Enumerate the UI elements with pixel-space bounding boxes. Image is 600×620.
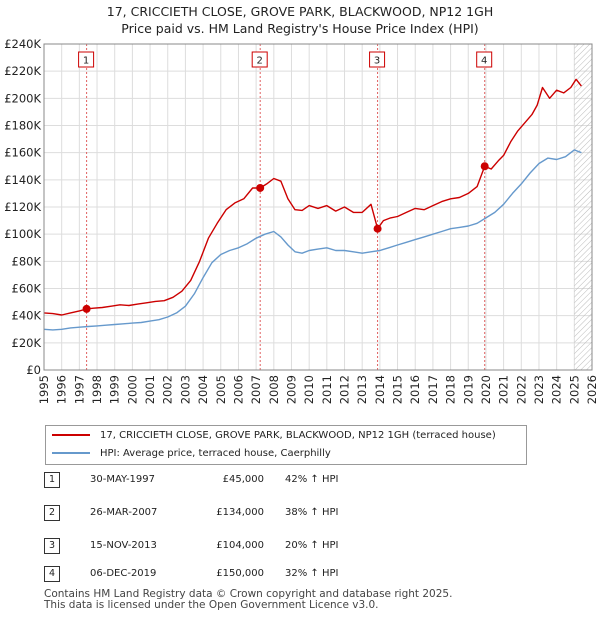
x-tick-label: 2004 <box>196 375 210 404</box>
sale-marker-frame <box>476 51 493 68</box>
sale-hpi-change: 42% ↑ HPI <box>285 474 339 485</box>
chart-title-line1: 17, CRICCIETH CLOSE, GROVE PARK, BLACKWO… <box>106 4 494 19</box>
x-tick-label: 2000 <box>125 375 139 404</box>
sale-hpi-change: 32% ↑ HPI <box>285 568 339 579</box>
legend-item-property: 17, CRICCIETH CLOSE, GROVE PARK, BLACKWO… <box>52 428 496 444</box>
sale-price: £150,000 <box>216 568 264 579</box>
sale-price: £45,000 <box>222 474 264 485</box>
x-tick-label: 2014 <box>373 375 387 404</box>
x-tick-label: 2019 <box>461 375 475 404</box>
x-tick-label: 2011 <box>320 375 334 404</box>
sale-price: £134,000 <box>216 507 264 518</box>
y-tick-label: £20K <box>12 336 42 350</box>
sale-date: 06-DEC-2019 <box>90 568 157 579</box>
sale-marker-frame <box>78 51 95 68</box>
x-tick-label: 2022 <box>514 375 528 404</box>
sale-marker-label: 3 <box>374 56 380 67</box>
x-tick-label: 2007 <box>249 375 263 404</box>
x-tick-label: 1998 <box>90 375 104 404</box>
sale-point <box>480 162 489 171</box>
footer-licence: This data is licensed under the Open Gov… <box>44 599 379 611</box>
y-tick-label: £160K <box>4 146 41 160</box>
sale-marker-label: 4 <box>481 56 487 67</box>
legend-label-hpi: HPI: Average price, terraced house, Caer… <box>100 448 331 459</box>
x-tick-label: 2025 <box>567 375 581 404</box>
legend-item-hpi: HPI: Average price, terraced house, Caer… <box>52 446 331 462</box>
price-chart: 1 2 3 4 £0 £20K £40K £60K £80K £100K £120K £140K £1… <box>4 37 599 404</box>
y-tick-label: £220K <box>4 64 41 78</box>
y-tick-label: £140K <box>4 173 41 187</box>
forecast-hatch-region <box>574 44 592 370</box>
chart-title-line2: Price paid vs. HM Land Registry's House … <box>121 21 479 36</box>
sale-number-badge: 1 <box>44 472 60 488</box>
x-tick-label: 2006 <box>231 375 245 404</box>
x-tick-label: 2008 <box>267 375 281 404</box>
sale-number-badge: 4 <box>44 566 60 582</box>
sale-row: 4 06-DEC-2019 £150,000 32% ↑ HPI <box>0 564 600 584</box>
x-tick-label: 2024 <box>550 375 564 404</box>
sale-marker-frame <box>251 51 268 68</box>
x-tick-label: 2017 <box>426 375 440 404</box>
x-tick-label: 2010 <box>302 375 316 404</box>
legend-swatch-hpi <box>52 452 90 454</box>
x-tick-label: 2003 <box>178 375 192 404</box>
sale-marker-box: 1 <box>78 51 95 68</box>
sale-date: 26-MAR-2007 <box>90 507 158 518</box>
hpi-series-line <box>43 149 582 331</box>
legend-label-property: 17, CRICCIETH CLOSE, GROVE PARK, BLACKWO… <box>100 430 496 441</box>
sale-marker-label: 1 <box>83 56 89 67</box>
sale-number-badge: 3 <box>44 538 60 554</box>
sale-marker-box: 3 <box>369 51 386 68</box>
x-tick-label: 2023 <box>532 375 546 404</box>
x-tick-label: 1997 <box>72 375 86 404</box>
x-tick-label: 2012 <box>338 375 352 404</box>
legend-swatch-property <box>52 434 90 436</box>
sale-date: 30-MAY-1997 <box>90 474 156 485</box>
x-tick-label: 1996 <box>55 375 69 404</box>
x-tick-label: 2021 <box>497 375 511 404</box>
x-tick-label: 1999 <box>108 375 122 404</box>
y-tick-label: £180K <box>4 119 41 133</box>
y-tick-label: £60K <box>12 282 42 296</box>
y-tick-label: £200K <box>4 91 41 105</box>
sale-number-badge: 2 <box>44 505 60 521</box>
x-tick-label: 2001 <box>143 375 157 404</box>
y-tick-label: £120K <box>4 200 41 214</box>
sale-price: £104,000 <box>216 540 264 551</box>
sale-row: 2 26-MAR-2007 £134,000 38% ↑ HPI <box>0 503 600 523</box>
footer-copyright: Contains HM Land Registry data © Crown c… <box>44 588 453 600</box>
x-tick-label: 2013 <box>355 375 369 404</box>
sale-row: 1 30-MAY-1997 £45,000 42% ↑ HPI <box>0 470 600 490</box>
sale-marker-box: 2 <box>251 51 268 68</box>
sale-marker-box: 4 <box>476 51 493 68</box>
y-tick-label: £80K <box>12 254 42 268</box>
x-tick-label: 2016 <box>408 375 422 404</box>
sale-point <box>256 183 265 192</box>
footer-attribution: Contains HM Land Registry data © Crown c… <box>44 589 452 611</box>
sale-marker-label: 2 <box>257 56 263 67</box>
plot-frame <box>43 43 593 371</box>
x-tick-label: 1995 <box>37 375 51 404</box>
x-tick-label: 2026 <box>585 375 599 404</box>
sale-row: 3 15-NOV-2013 £104,000 20% ↑ HPI <box>0 536 600 556</box>
x-tick-label: 2005 <box>214 375 228 404</box>
y-tick-label: £240K <box>4 37 41 51</box>
sale-marker-frame <box>369 51 386 68</box>
sale-date: 15-NOV-2013 <box>90 540 157 551</box>
sale-point <box>82 304 91 313</box>
sale-hpi-change: 20% ↑ HPI <box>285 540 339 551</box>
y-tick-label: £40K <box>12 309 42 323</box>
x-tick-label: 2020 <box>479 375 493 404</box>
x-tick-label: 2018 <box>444 375 458 404</box>
chart-legend: 17, CRICCIETH CLOSE, GROVE PARK, BLACKWO… <box>45 425 527 465</box>
sale-hpi-change: 38% ↑ HPI <box>285 507 339 518</box>
property-series-line <box>43 78 582 316</box>
x-tick-label: 2002 <box>161 375 175 404</box>
y-tick-label: £100K <box>4 227 41 241</box>
sale-point <box>373 224 382 233</box>
x-tick-label: 2015 <box>391 375 405 404</box>
x-tick-label: 2009 <box>284 375 298 404</box>
y-tick-label: £0 <box>26 363 41 377</box>
